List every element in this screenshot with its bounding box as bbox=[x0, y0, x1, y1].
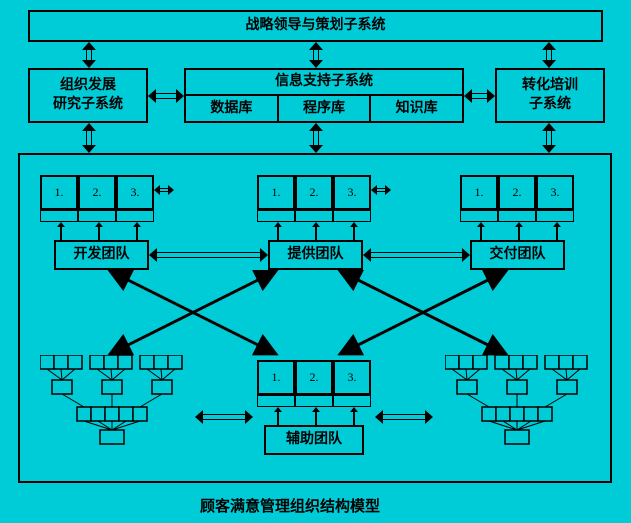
arrow-v bbox=[540, 42, 558, 68]
team-provide-box: 提供团队 bbox=[268, 240, 363, 270]
num-box: 3. bbox=[333, 360, 371, 395]
arrow-up bbox=[350, 222, 358, 240]
num-box: 1. bbox=[257, 360, 295, 395]
num-box: 1. bbox=[40, 175, 78, 210]
arrow-up bbox=[477, 222, 485, 240]
arrow-v bbox=[540, 123, 558, 153]
arrow-up bbox=[312, 407, 320, 425]
info-support-box: 信息支持子系统 数据库 程序库 知识库 bbox=[184, 68, 464, 123]
hollow-box bbox=[257, 395, 295, 407]
num-box: 1. bbox=[257, 175, 295, 210]
hollow-box bbox=[333, 210, 371, 222]
arrow-up bbox=[57, 222, 65, 240]
hollow-box bbox=[536, 210, 574, 222]
arrow-h bbox=[464, 87, 495, 105]
team-aux-label: 辅助团队 bbox=[286, 431, 342, 449]
strategy-label: 战略领导与策划子系统 bbox=[246, 17, 386, 35]
caption: 顾客满意管理组织结构模型 bbox=[200, 495, 380, 516]
arrow-h bbox=[375, 408, 433, 426]
org-dev-box: 组织发展 研究子系统 bbox=[28, 68, 148, 123]
arrow-h bbox=[149, 246, 268, 264]
arrow-h bbox=[148, 87, 184, 105]
team-dev-box: 开发团队 bbox=[54, 240, 149, 270]
arrow-up bbox=[515, 222, 523, 240]
hollow-box bbox=[295, 395, 333, 407]
team-aux-box: 辅助团队 bbox=[264, 425, 364, 455]
arrow-v bbox=[80, 123, 98, 153]
num-box: 2. bbox=[498, 175, 536, 210]
hollow-box bbox=[116, 210, 154, 222]
team-provide-label: 提供团队 bbox=[288, 246, 344, 264]
team-deliver-box: 交付团队 bbox=[470, 240, 565, 270]
arrow-v bbox=[307, 42, 325, 68]
arrow-up bbox=[95, 222, 103, 240]
cluster-tree bbox=[40, 355, 190, 445]
arrow-h bbox=[195, 408, 253, 426]
cluster-tree bbox=[445, 355, 595, 445]
strategy-box: 战略领导与策划子系统 bbox=[28, 10, 603, 42]
num-box: 3. bbox=[333, 175, 371, 210]
arrow-h bbox=[363, 246, 470, 264]
info-support-title: 信息支持子系统 bbox=[186, 70, 462, 96]
train-label: 转化培训 子系统 bbox=[522, 77, 578, 113]
num-box: 2. bbox=[78, 175, 116, 210]
info-cell-prog: 程序库 bbox=[279, 96, 372, 123]
arrow-up bbox=[553, 222, 561, 240]
arrow-h bbox=[371, 183, 391, 197]
hollow-box bbox=[78, 210, 116, 222]
arrow-h bbox=[154, 183, 174, 197]
hollow-box bbox=[257, 210, 295, 222]
arrow-up bbox=[274, 222, 282, 240]
hollow-box bbox=[295, 210, 333, 222]
train-box: 转化培训 子系统 bbox=[495, 68, 605, 123]
arrow-up bbox=[274, 407, 282, 425]
num-box: 3. bbox=[116, 175, 154, 210]
arrow-up bbox=[312, 222, 320, 240]
hollow-box bbox=[460, 210, 498, 222]
num-box: 3. bbox=[536, 175, 574, 210]
org-dev-label: 组织发展 研究子系统 bbox=[53, 77, 123, 113]
arrow-v bbox=[80, 42, 98, 68]
arrow-v bbox=[307, 123, 325, 153]
num-box: 2. bbox=[295, 175, 333, 210]
num-box: 2. bbox=[295, 360, 333, 395]
hollow-box bbox=[333, 395, 371, 407]
info-cell-know: 知识库 bbox=[371, 96, 462, 123]
arrow-up bbox=[350, 407, 358, 425]
team-deliver-label: 交付团队 bbox=[490, 246, 546, 264]
arrow-up bbox=[133, 222, 141, 240]
team-dev-label: 开发团队 bbox=[74, 246, 130, 264]
hollow-box bbox=[40, 210, 78, 222]
hollow-box bbox=[498, 210, 536, 222]
info-cell-db: 数据库 bbox=[186, 96, 279, 123]
num-box: 1. bbox=[460, 175, 498, 210]
diagonal-arrows bbox=[18, 270, 612, 360]
